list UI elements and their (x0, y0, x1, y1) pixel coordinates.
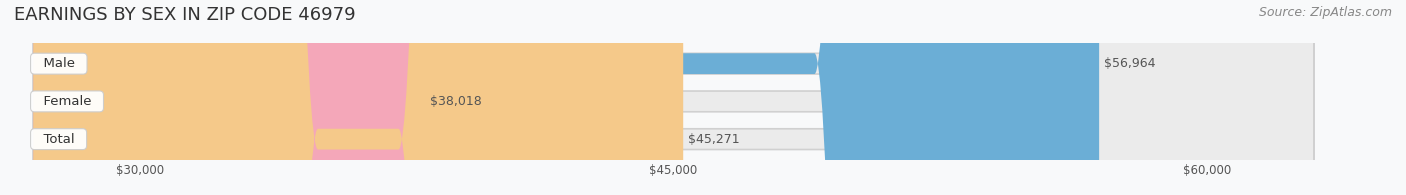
FancyBboxPatch shape (34, 0, 1313, 195)
Text: $45,271: $45,271 (689, 133, 740, 146)
FancyBboxPatch shape (34, 0, 1313, 195)
FancyBboxPatch shape (34, 0, 683, 195)
Text: Total: Total (35, 133, 83, 146)
FancyBboxPatch shape (34, 0, 1099, 195)
FancyBboxPatch shape (34, 0, 425, 195)
Text: Source: ZipAtlas.com: Source: ZipAtlas.com (1258, 6, 1392, 19)
Text: Female: Female (35, 95, 100, 108)
Text: $56,964: $56,964 (1104, 57, 1156, 70)
Text: $38,018: $38,018 (430, 95, 482, 108)
Text: Male: Male (35, 57, 83, 70)
FancyBboxPatch shape (34, 0, 1313, 195)
Text: EARNINGS BY SEX IN ZIP CODE 46979: EARNINGS BY SEX IN ZIP CODE 46979 (14, 6, 356, 24)
